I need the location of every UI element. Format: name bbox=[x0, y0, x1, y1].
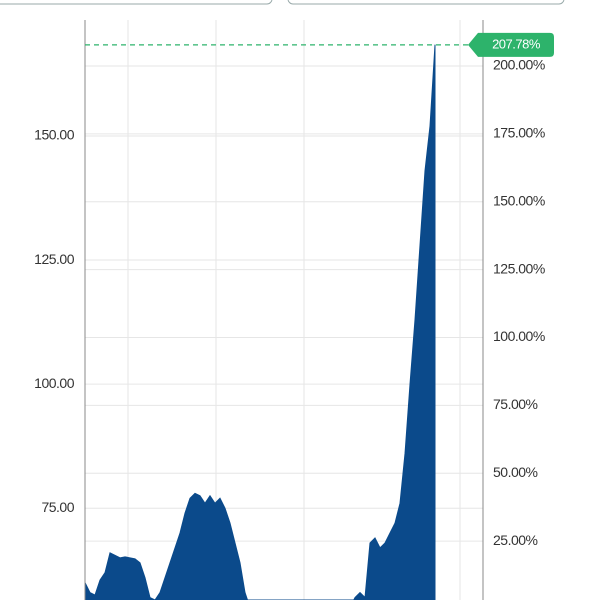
y2-tick-label: 125.00% bbox=[493, 260, 545, 276]
last-value-label: 207.78% bbox=[492, 36, 541, 51]
y-tick-label: 75.00 bbox=[41, 499, 74, 515]
y-tick-label: 150.00 bbox=[34, 127, 75, 143]
y2-tick-label: 200.00% bbox=[493, 57, 545, 73]
input-box[interactable] bbox=[0, 0, 273, 5]
y2-tick-label: 150.00% bbox=[493, 192, 545, 208]
area bbox=[85, 44, 436, 600]
y2-tick-label: 100.00% bbox=[493, 328, 545, 344]
y2-tick-label: 75.00% bbox=[493, 396, 538, 412]
y2-tick-label: 25.00% bbox=[493, 532, 538, 548]
y-tick-label: 125.00 bbox=[34, 251, 75, 267]
last-value-badge bbox=[468, 32, 554, 57]
plot bbox=[85, 44, 436, 600]
input-box[interactable] bbox=[287, 0, 565, 5]
y2-tick-label: 50.00% bbox=[493, 464, 538, 480]
y-tick-label: 100.00 bbox=[34, 375, 75, 391]
grid bbox=[85, 65, 483, 542]
labels: 75.00 100.00 125.00 150.00 25.00% 50.00% 75.00… bbox=[34, 32, 554, 548]
y2-tick-label: 175.00% bbox=[493, 125, 545, 141]
